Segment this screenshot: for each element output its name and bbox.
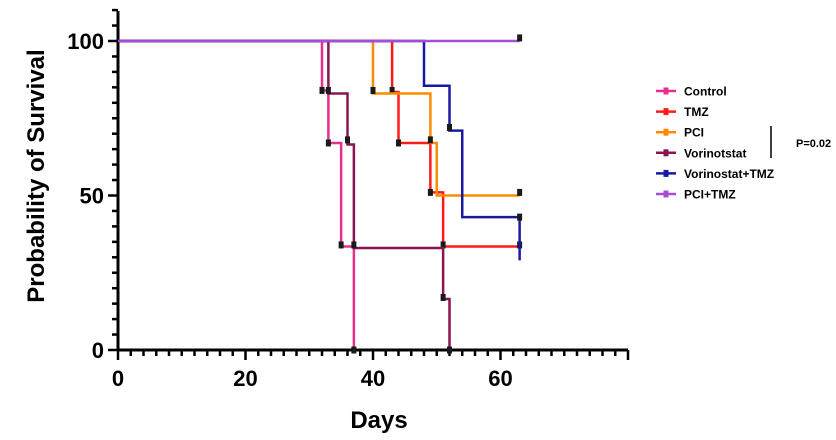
survival-line bbox=[118, 39, 520, 248]
survival-line bbox=[118, 39, 521, 261]
survival-line bbox=[118, 39, 356, 350]
p-value-annotation: P=0.02 bbox=[796, 138, 831, 150]
censor-mark bbox=[447, 124, 452, 132]
legend-label: PCI bbox=[684, 126, 704, 140]
legend-marker bbox=[663, 87, 669, 95]
x-axis-title: Days bbox=[350, 407, 407, 434]
y-axis-title: Probability of Survival bbox=[23, 49, 50, 302]
x-tick-label: 60 bbox=[488, 366, 512, 391]
legend-marker bbox=[663, 169, 669, 177]
legend-marker bbox=[663, 108, 669, 116]
survival-curves bbox=[118, 34, 523, 354]
censor-mark bbox=[351, 241, 357, 249]
series-vorinostat-tmz bbox=[118, 39, 523, 261]
censor-mark bbox=[319, 86, 325, 94]
censor-mark bbox=[370, 86, 376, 94]
censor-mark bbox=[517, 34, 523, 42]
series-control bbox=[118, 39, 357, 354]
censor-mark bbox=[440, 241, 446, 249]
censor-mark bbox=[345, 136, 350, 144]
legend-label: Vorinostat+TMZ bbox=[684, 167, 774, 181]
censor-mark bbox=[440, 293, 446, 301]
censor-mark bbox=[338, 241, 344, 249]
series-pci bbox=[118, 39, 523, 197]
legend-label: Vorinotstat bbox=[684, 146, 746, 160]
censor-mark bbox=[447, 346, 452, 354]
censor-mark bbox=[517, 188, 523, 196]
legend-label: PCI+TMZ bbox=[684, 188, 736, 202]
censor-mark bbox=[351, 346, 357, 354]
x-tick-label: 20 bbox=[233, 366, 257, 391]
legend-label: Control bbox=[684, 85, 727, 99]
legend: Control TMZ PCI Vorinotstat Vorinostat+TMZ PC… bbox=[656, 85, 774, 202]
x-tick-label: 0 bbox=[112, 366, 124, 391]
legend-marker bbox=[663, 190, 669, 198]
y-tick-label: 100 bbox=[67, 29, 104, 54]
x-tick-label: 40 bbox=[361, 366, 385, 391]
censor-mark bbox=[389, 86, 395, 94]
legend-marker bbox=[663, 149, 669, 157]
legend-marker bbox=[663, 128, 669, 136]
censor-mark bbox=[427, 136, 433, 144]
censor-mark bbox=[396, 139, 401, 147]
axes: 0 20 40 60 0 50 100 bbox=[67, 8, 630, 391]
series-vorinotstat bbox=[118, 39, 452, 354]
censor-mark bbox=[427, 188, 433, 196]
survival-line bbox=[118, 39, 520, 197]
y-tick-label: 50 bbox=[80, 184, 104, 209]
censor-mark bbox=[517, 213, 523, 221]
survival-line bbox=[118, 39, 451, 350]
y-tick-label: 0 bbox=[92, 338, 104, 363]
series-pci-tmz bbox=[118, 34, 523, 43]
censor-mark bbox=[325, 139, 331, 147]
censor-mark bbox=[325, 86, 331, 94]
legend-label: TMZ bbox=[684, 105, 709, 119]
